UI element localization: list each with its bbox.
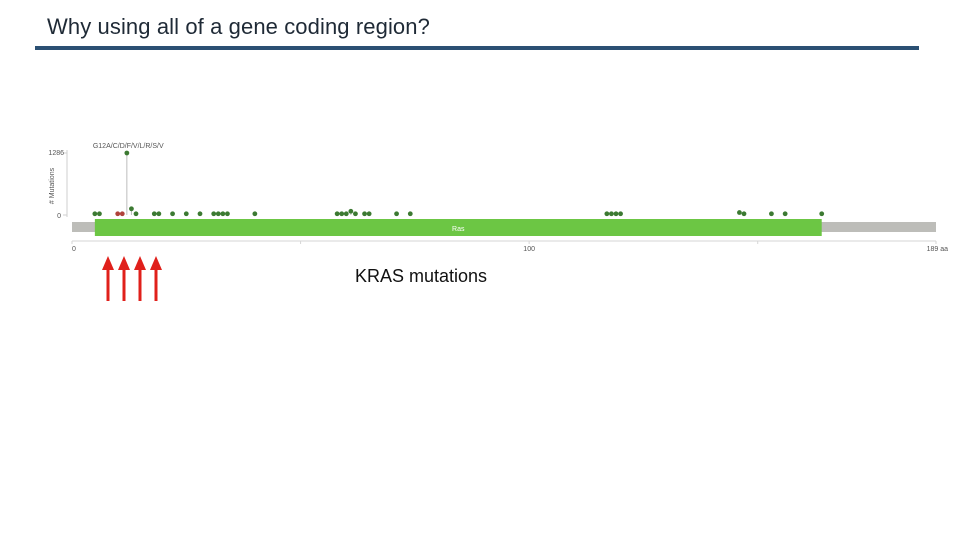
mutation-dot [618, 211, 623, 217]
y-tick-label: 1286 [48, 150, 64, 157]
protein-backbone-layer: Ras [72, 219, 936, 236]
mutation-dot [819, 211, 825, 217]
mutation-dot [769, 211, 774, 217]
x-tick-label: 189 aa [927, 246, 949, 253]
mutation-dot [407, 211, 413, 217]
y-tick-label: 0 [57, 213, 61, 220]
mutation-dot [170, 211, 175, 217]
mutation-dot [92, 211, 98, 217]
mutation-dot [252, 211, 258, 217]
mutation-dot [115, 211, 121, 217]
plot-axes: 0 1286 # Mutations 0 100 189 aa [48, 150, 948, 253]
domain-label: Ras [452, 226, 465, 233]
slide-title: Why using all of a gene coding region? [47, 14, 430, 39]
mutation-dot [339, 211, 345, 217]
mutation-dot [366, 211, 372, 217]
mutation-dots [92, 150, 825, 217]
mutation-dot [741, 211, 747, 217]
mutation-dot [394, 211, 399, 217]
mutation-dot [604, 211, 610, 217]
x-tick-label: 100 [523, 246, 535, 253]
mutation-dot [97, 211, 102, 217]
mutation-arrows [102, 256, 162, 301]
mutation-dot [211, 211, 217, 217]
caption: KRAS mutations [355, 266, 488, 286]
mutation-dot [225, 211, 230, 217]
red-arrow-head [150, 256, 162, 270]
mutation-dot [220, 211, 226, 217]
mutation-dot [119, 211, 125, 217]
mutation-dot [613, 211, 619, 217]
mutation-dot [215, 211, 221, 217]
title-rule [35, 46, 919, 50]
mutation-dot [353, 211, 358, 217]
mutation-stems: G12A/C/D/F/V/L/R/S/V [93, 143, 352, 215]
hotspot-label: G12A/C/D/F/V/L/R/S/V [93, 143, 164, 150]
mutation-dot [609, 211, 614, 217]
ras-domain [94, 219, 822, 236]
mutation-dot [151, 211, 157, 217]
red-arrow-head [134, 256, 146, 270]
mutation-dot [156, 211, 162, 217]
red-arrow-head [118, 256, 130, 270]
mutation-dot [124, 150, 130, 156]
mutation-dot [183, 211, 189, 217]
mutation-dot [343, 211, 349, 217]
mutation-dot [348, 208, 354, 214]
red-arrow-head [102, 256, 114, 270]
mutation-dot [782, 211, 788, 217]
mutation-dot [334, 211, 340, 217]
x-tick-label: 0 [72, 246, 76, 253]
mutation-dot [362, 211, 367, 217]
mutation-dot [133, 211, 139, 217]
y-axis-label: # Mutations [49, 167, 56, 204]
mutation-dot [197, 211, 203, 217]
mutation-dot [737, 210, 742, 215]
mutation-dot [129, 206, 134, 212]
